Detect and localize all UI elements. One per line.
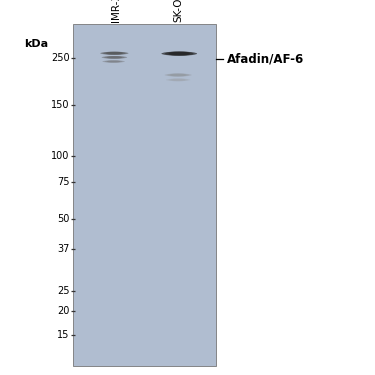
Ellipse shape: [102, 56, 127, 59]
Text: 15: 15: [57, 330, 69, 339]
Ellipse shape: [161, 52, 197, 56]
Ellipse shape: [100, 52, 128, 55]
Text: 20: 20: [57, 306, 69, 316]
Text: 25: 25: [57, 286, 69, 296]
Ellipse shape: [107, 60, 120, 63]
Text: 50: 50: [57, 214, 69, 224]
Ellipse shape: [170, 74, 186, 76]
Ellipse shape: [103, 52, 126, 55]
Text: 37: 37: [57, 244, 69, 254]
Text: Afadin/AF-6: Afadin/AF-6: [227, 53, 304, 65]
Ellipse shape: [107, 56, 122, 59]
Text: SK-OV-3: SK-OV-3: [173, 0, 183, 22]
Text: 250: 250: [51, 53, 69, 63]
Ellipse shape: [105, 60, 123, 63]
Ellipse shape: [171, 79, 185, 81]
Ellipse shape: [104, 56, 125, 59]
Ellipse shape: [166, 79, 190, 81]
Text: 150: 150: [51, 100, 69, 110]
Text: kDa: kDa: [24, 39, 48, 50]
Ellipse shape: [167, 74, 189, 76]
Ellipse shape: [102, 60, 125, 63]
Text: 75: 75: [57, 177, 69, 187]
Ellipse shape: [168, 79, 188, 81]
Text: 100: 100: [51, 151, 69, 160]
Bar: [73, 24, 216, 366]
Ellipse shape: [169, 52, 190, 56]
Text: IMR-32: IMR-32: [111, 0, 121, 22]
Ellipse shape: [165, 74, 192, 76]
Ellipse shape: [165, 52, 194, 56]
Ellipse shape: [106, 52, 123, 55]
